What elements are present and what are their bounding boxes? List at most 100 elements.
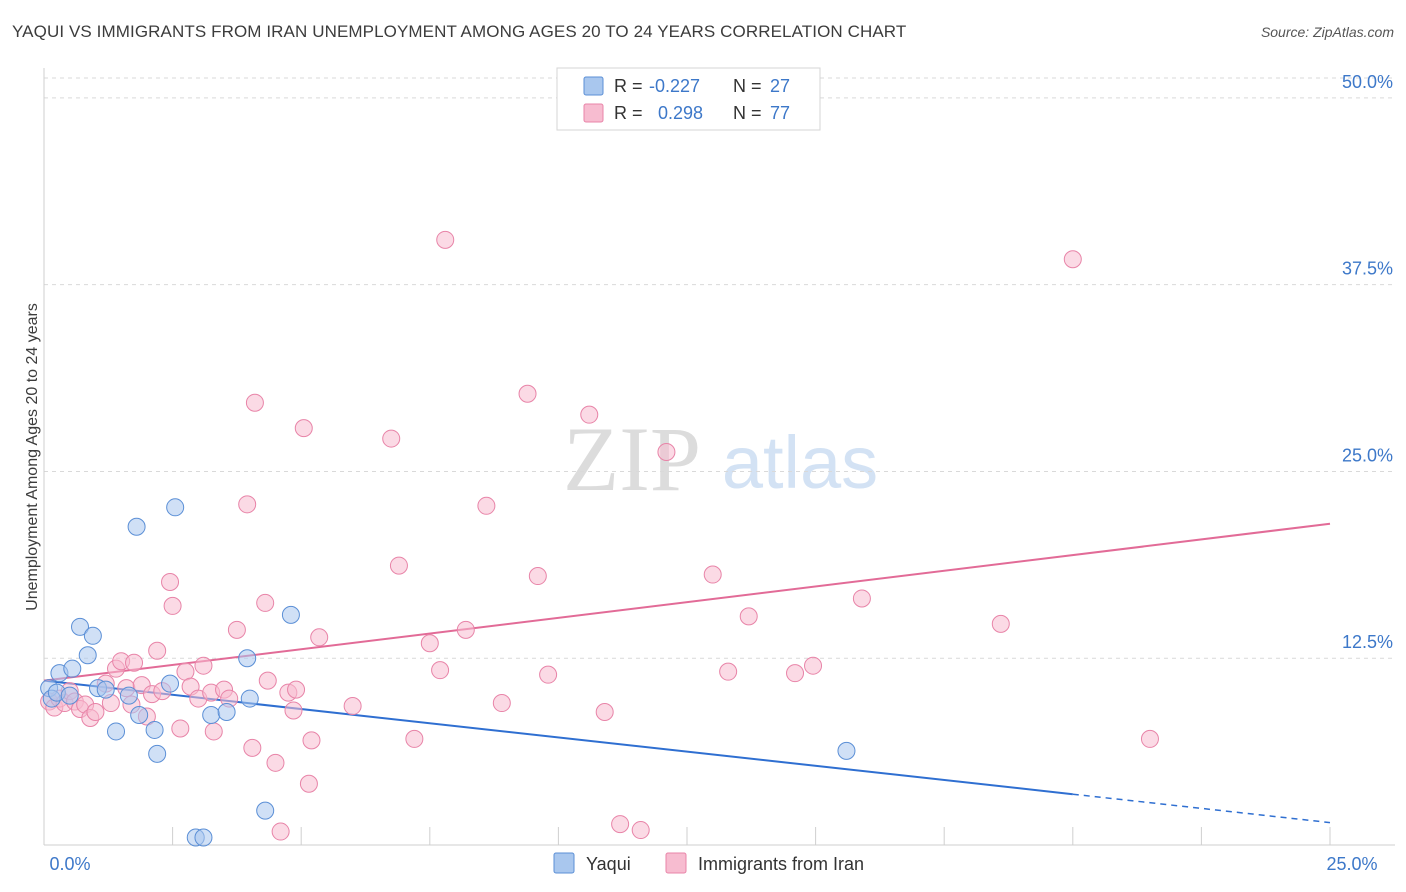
trend-line-pink xyxy=(43,522,1331,682)
point-pink xyxy=(991,614,1010,633)
point-blue xyxy=(166,498,185,517)
point-pink xyxy=(405,729,424,748)
trend-lines xyxy=(43,522,1331,824)
point-pink xyxy=(194,656,213,675)
point-blue xyxy=(161,674,180,693)
point-pink xyxy=(238,495,257,514)
point-blue xyxy=(119,686,138,705)
chart-source: Source: ZipAtlas.com xyxy=(1260,24,1394,40)
point-pink xyxy=(1140,729,1159,748)
legend-bottom-label-yaqui: Yaqui xyxy=(586,854,631,874)
point-blue xyxy=(148,744,167,763)
point-pink xyxy=(204,722,223,741)
legend-n-value-yaqui: 27 xyxy=(770,76,790,96)
y-axis-label: Unemployment Among Ages 20 to 24 years xyxy=(24,303,41,611)
point-pink xyxy=(657,443,676,462)
point-pink xyxy=(294,419,313,438)
point-pink xyxy=(852,589,871,608)
point-blue xyxy=(256,801,275,820)
point-pink xyxy=(245,393,264,412)
point-pink xyxy=(456,620,475,639)
point-pink xyxy=(1063,250,1082,269)
point-pink xyxy=(258,671,277,690)
point-pink xyxy=(163,596,182,615)
point-blue xyxy=(60,686,79,705)
point-pink xyxy=(310,628,329,647)
point-blue xyxy=(107,722,126,741)
watermark-zip: ZIP xyxy=(563,408,701,510)
correlation-legend: R = -0.227 N = 27 R = 0.298 N = 77 xyxy=(556,67,821,131)
point-pink xyxy=(477,496,496,515)
point-pink xyxy=(271,822,290,841)
point-blue xyxy=(194,828,213,847)
point-pink xyxy=(284,701,303,720)
point-blue xyxy=(71,617,90,636)
point-blue xyxy=(63,659,82,678)
legend-bottom-swatch-yaqui xyxy=(553,852,575,874)
legend-r-label-yaqui: R = xyxy=(614,76,643,96)
trend-line-dashed-blue xyxy=(1072,793,1331,824)
point-pink xyxy=(431,661,450,680)
point-pink xyxy=(528,567,547,586)
point-pink xyxy=(343,697,362,716)
legend-n-label-yaqui: N = xyxy=(733,76,762,96)
point-blue xyxy=(217,703,236,722)
y-tick-label: 25.0% xyxy=(1342,445,1393,465)
point-pink xyxy=(436,230,455,249)
point-pink xyxy=(580,405,599,424)
point-blue xyxy=(238,649,257,668)
tick-labels: 12.5% 25.0% 37.5% 50.0% 0.0% 25.0% xyxy=(49,72,1393,874)
axes xyxy=(43,68,1395,846)
data-points xyxy=(40,230,1159,847)
point-pink xyxy=(266,753,285,772)
y-tick-label: 12.5% xyxy=(1342,632,1393,652)
chart-title: YAQUI VS IMMIGRANTS FROM IRAN UNEMPLOYME… xyxy=(12,22,907,41)
watermark-atlas: atlas xyxy=(722,421,878,504)
point-pink xyxy=(302,731,321,750)
legend-bottom-label-iran: Immigrants from Iran xyxy=(698,854,864,874)
series-legend: Yaqui Immigrants from Iran xyxy=(553,852,864,874)
legend-swatch-iran xyxy=(583,103,604,123)
x-tick-label: 0.0% xyxy=(49,854,90,874)
point-blue xyxy=(202,706,221,725)
legend-r-value-iran: 0.298 xyxy=(658,103,703,123)
point-pink xyxy=(256,593,275,612)
point-blue xyxy=(837,741,856,760)
x-tick-label: 25.0% xyxy=(1326,854,1377,874)
point-pink xyxy=(631,821,650,840)
point-pink xyxy=(786,664,805,683)
point-pink xyxy=(539,665,558,684)
point-pink xyxy=(171,719,190,738)
point-pink xyxy=(148,641,167,660)
point-pink xyxy=(287,680,306,699)
point-pink xyxy=(382,429,401,448)
point-pink xyxy=(227,620,246,639)
point-blue xyxy=(130,706,149,725)
legend-swatch-yaqui xyxy=(583,76,604,96)
point-pink xyxy=(703,565,722,584)
point-blue xyxy=(78,646,97,665)
point-pink xyxy=(389,556,408,575)
point-pink xyxy=(420,634,439,653)
point-pink xyxy=(86,703,105,722)
point-blue xyxy=(96,680,115,699)
point-pink xyxy=(161,573,180,592)
point-blue xyxy=(281,605,300,624)
legend-n-label-iran: N = xyxy=(733,103,762,123)
y-tick-label: 50.0% xyxy=(1342,72,1393,92)
point-pink xyxy=(125,653,144,672)
point-pink xyxy=(243,738,262,757)
legend-r-value-yaqui: -0.227 xyxy=(649,76,700,96)
point-blue xyxy=(83,626,102,645)
point-pink xyxy=(611,815,630,834)
point-blue xyxy=(127,517,146,536)
point-pink xyxy=(518,384,537,403)
point-blue xyxy=(240,689,259,708)
point-pink xyxy=(299,774,318,793)
legend-r-label-iran: R = xyxy=(614,103,643,123)
legend-bottom-swatch-iran xyxy=(665,852,687,874)
y-tick-label: 37.5% xyxy=(1342,259,1393,279)
legend-n-value-iran: 77 xyxy=(770,103,790,123)
point-blue xyxy=(145,720,164,739)
